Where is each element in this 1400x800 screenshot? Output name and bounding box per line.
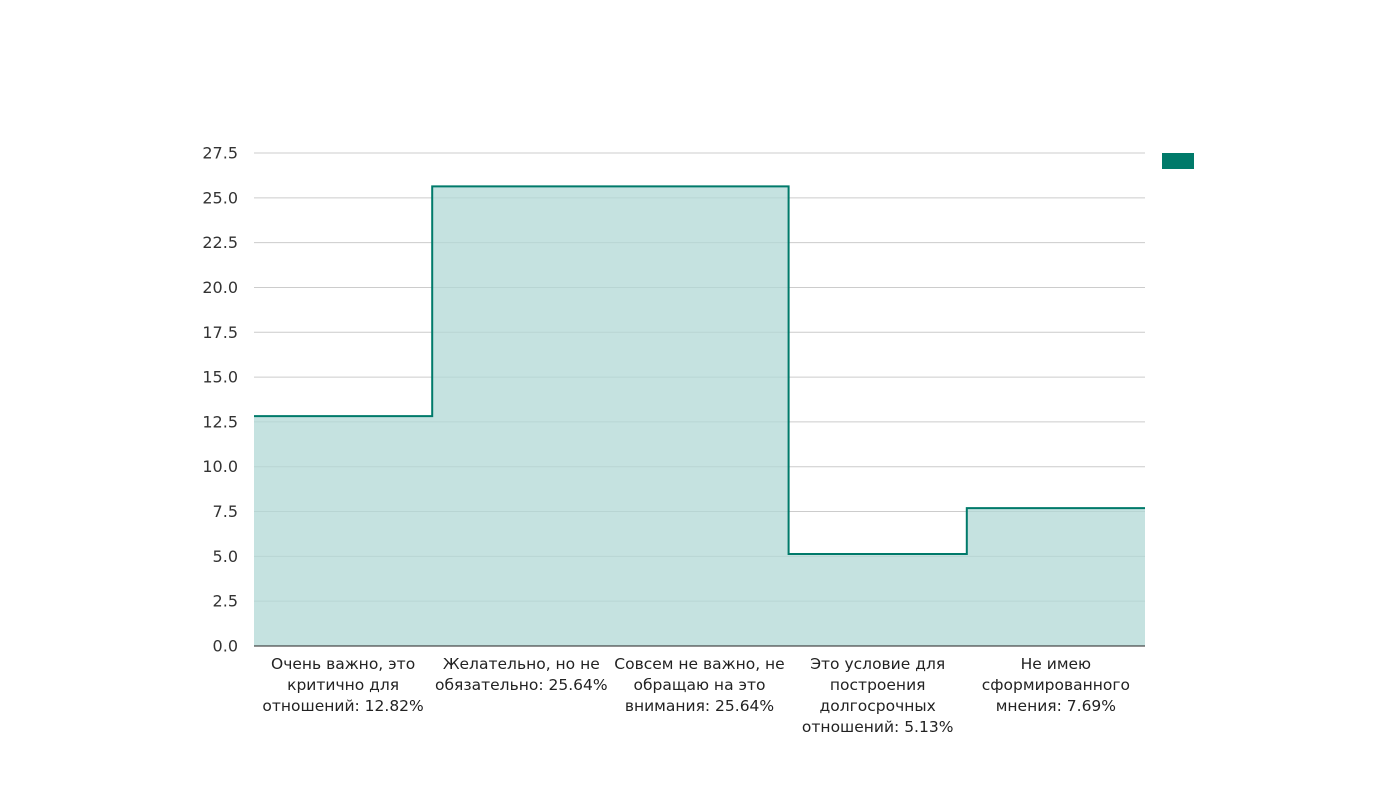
x-category-label-line: построения (829, 676, 926, 694)
x-category-label-line: обращаю на это (633, 676, 766, 694)
x-category-label-line: отношений: 12.82% (262, 697, 424, 715)
y-tick-label: 10.0 (202, 457, 238, 476)
x-category-label-line: внимания: 25.64% (624, 697, 775, 715)
y-tick-label: 22.5 (202, 233, 238, 252)
y-tick-label: 17.5 (202, 323, 238, 342)
x-category-label: Желательно, но не обязательно: 25.64% (432, 654, 610, 696)
y-tick-label: 5.0 (213, 547, 238, 566)
y-tick-label: 7.5 (213, 502, 238, 521)
y-tick-label: 15.0 (202, 368, 238, 387)
x-category-label-line: долгосрочных (819, 697, 936, 715)
x-category-label-line: Не имею (1020, 655, 1092, 673)
series-step-line (254, 185, 1145, 556)
y-tick-label: 12.5 (202, 412, 238, 431)
y-tick-label: 0.0 (213, 637, 238, 656)
x-category-label: Это условие для построения долгосрочных отн… (789, 654, 967, 738)
x-category-label: Совсем не важно, не обращаю на это внимани… (611, 654, 789, 717)
series-area (254, 186, 1145, 646)
x-category-label-line: Совсем не важно, не (614, 655, 785, 673)
x-category-label: Очень важно, это критично для отношений: 1… (254, 654, 432, 717)
x-category-label-line: Желательно, но не (442, 655, 600, 673)
x-category-label-line: отношений: 5.13% (801, 718, 954, 736)
x-category-label-line: критично для (287, 676, 400, 694)
y-tick-label: 27.5 (202, 144, 238, 163)
y-tick-label: 2.5 (213, 592, 238, 611)
x-category-label-line: обязательно: 25.64% (435, 676, 608, 694)
x-category-label-line: Очень важно, это (271, 655, 416, 673)
legend-swatch[interactable] (1162, 153, 1194, 169)
y-axis-ticks: 0.0 2.5 5.0 7.5 10.0 12.5 15.0 17.5 20.0 22.5 25.0… (202, 144, 238, 656)
y-tick-label: 20.0 (202, 278, 238, 297)
y-tick-label: 25.0 (202, 188, 238, 207)
x-category-label-line: сформированного (981, 676, 1130, 694)
x-category-label: Не имею сформированного мнения: 7.69% (967, 654, 1145, 717)
x-category-label-line: Это условие для (810, 655, 946, 673)
x-category-label-line: мнения: 7.69% (995, 697, 1117, 715)
